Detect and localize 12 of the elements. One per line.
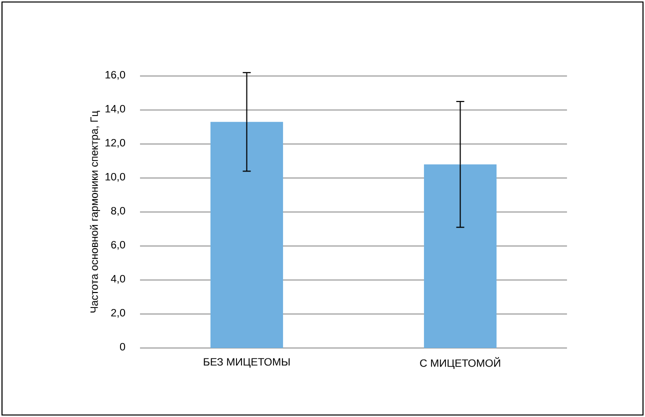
y-tick-label: 4,0 [110,274,126,284]
y-tick-label: 6,0 [111,240,126,250]
y-axis-title: Частота основной гармоники спектра, Гц [90,110,100,312]
y-tick-label: 0 [120,342,126,351]
x-tick-label: С МИЦЕТОМОЙ [420,357,500,369]
y-tick-label: 8,0 [111,206,126,216]
y-tick-label: 2,0 [111,308,126,318]
y-tick-label: 10,0 [106,172,126,182]
y-tick-label: 16,0 [106,70,126,80]
x-tick-label: БЕЗ МИЦЕТОМЫ [204,358,290,368]
y-tick-label: 14,0 [106,104,126,114]
y-tick-label: 12,0 [106,138,126,148]
